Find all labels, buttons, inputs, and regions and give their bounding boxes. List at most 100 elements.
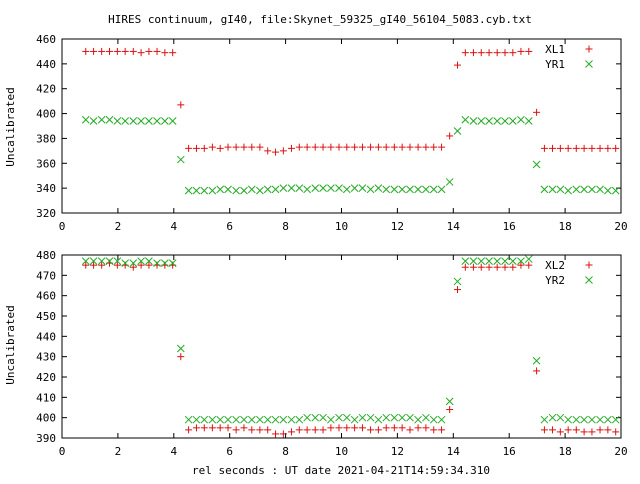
data-point <box>532 356 541 365</box>
data-point <box>184 415 193 424</box>
data-point <box>177 101 185 109</box>
data-point <box>437 185 446 194</box>
data-point <box>501 117 509 125</box>
data-point <box>90 47 98 55</box>
data-point <box>398 424 406 432</box>
data-point <box>564 426 572 434</box>
data-point <box>295 426 303 434</box>
series-XL1 <box>82 47 620 156</box>
data-point <box>477 257 486 265</box>
data-point <box>287 144 295 152</box>
y-tick-label: 420 <box>36 371 56 384</box>
data-point <box>533 108 541 116</box>
data-point <box>461 49 469 57</box>
data-point <box>113 47 121 55</box>
data-point <box>185 144 193 152</box>
y-tick-label: 400 <box>36 412 56 425</box>
data-point <box>97 115 106 124</box>
data-point <box>446 132 454 140</box>
data-point <box>248 143 256 151</box>
data-point <box>343 424 351 432</box>
data-point <box>524 117 533 125</box>
data-point <box>485 263 493 271</box>
data-point <box>153 117 161 125</box>
data-point <box>319 413 327 422</box>
data-point <box>161 259 169 267</box>
data-point <box>311 184 320 192</box>
data-point <box>272 430 280 438</box>
data-point <box>279 415 288 424</box>
data-point <box>422 185 430 194</box>
panel-bottom: 0 2 4 6 8 10 12 14 16 18 20 390 400 410 420 430 440 450 46… <box>36 249 628 458</box>
data-point <box>509 49 517 57</box>
data-point <box>422 413 430 422</box>
data-point <box>256 186 264 195</box>
series-YR2 <box>81 255 620 424</box>
data-point <box>176 344 185 353</box>
data-point <box>548 413 557 422</box>
data-point <box>509 263 517 271</box>
data-point <box>540 415 549 424</box>
data-point <box>168 259 177 267</box>
data-point <box>89 257 98 265</box>
data-point <box>311 143 319 151</box>
data-point <box>295 184 304 192</box>
data-point <box>588 185 596 194</box>
y-axis-label-top: Uncalibrated <box>4 87 17 166</box>
data-point <box>342 185 351 194</box>
data-point <box>137 261 145 269</box>
data-point <box>81 257 90 265</box>
data-point <box>279 184 288 192</box>
data-point <box>398 413 407 422</box>
data-point <box>477 49 485 57</box>
data-point <box>97 257 106 265</box>
data-point <box>382 185 391 194</box>
series-YR1 <box>81 115 620 195</box>
data-point <box>540 144 548 152</box>
data-point <box>406 143 414 151</box>
data-point <box>82 47 90 55</box>
data-point <box>580 185 588 194</box>
legend-marker <box>585 276 593 284</box>
data-point <box>216 424 224 432</box>
data-point <box>358 184 367 192</box>
data-point <box>596 426 604 434</box>
data-point <box>493 263 501 271</box>
y-tick-label: 430 <box>36 351 56 364</box>
data-point <box>240 143 248 151</box>
data-point <box>367 143 375 151</box>
data-point <box>358 143 366 151</box>
data-point <box>548 185 557 194</box>
data-point <box>335 143 343 151</box>
data-point <box>414 415 422 424</box>
data-point <box>461 115 470 124</box>
data-point <box>493 257 502 265</box>
data-point <box>287 184 296 192</box>
data-point <box>200 424 208 432</box>
data-point <box>208 424 216 432</box>
y-tick-label: 420 <box>36 83 56 96</box>
data-point <box>319 184 327 192</box>
data-point <box>501 49 509 57</box>
data-point <box>485 257 493 265</box>
data-point <box>549 144 557 152</box>
legend-marker <box>585 60 593 68</box>
data-point <box>271 185 280 194</box>
y-tick-label: 460 <box>36 290 56 303</box>
data-point <box>493 117 502 125</box>
data-point <box>98 261 106 269</box>
data-point <box>200 144 208 152</box>
data-point <box>414 143 422 151</box>
y-tick-label: 410 <box>36 391 56 404</box>
chart-title: HIRES continuum, gI40, file:Skynet_59325… <box>108 13 532 26</box>
data-point <box>303 185 311 194</box>
data-point <box>106 47 114 55</box>
data-point <box>422 143 430 151</box>
x-tick-label: 2 <box>115 220 122 233</box>
data-point <box>572 415 581 424</box>
x-tick-label: 18 <box>558 445 571 458</box>
x-tick-label: 6 <box>226 445 233 458</box>
data-point <box>532 160 541 169</box>
data-point <box>350 415 359 424</box>
